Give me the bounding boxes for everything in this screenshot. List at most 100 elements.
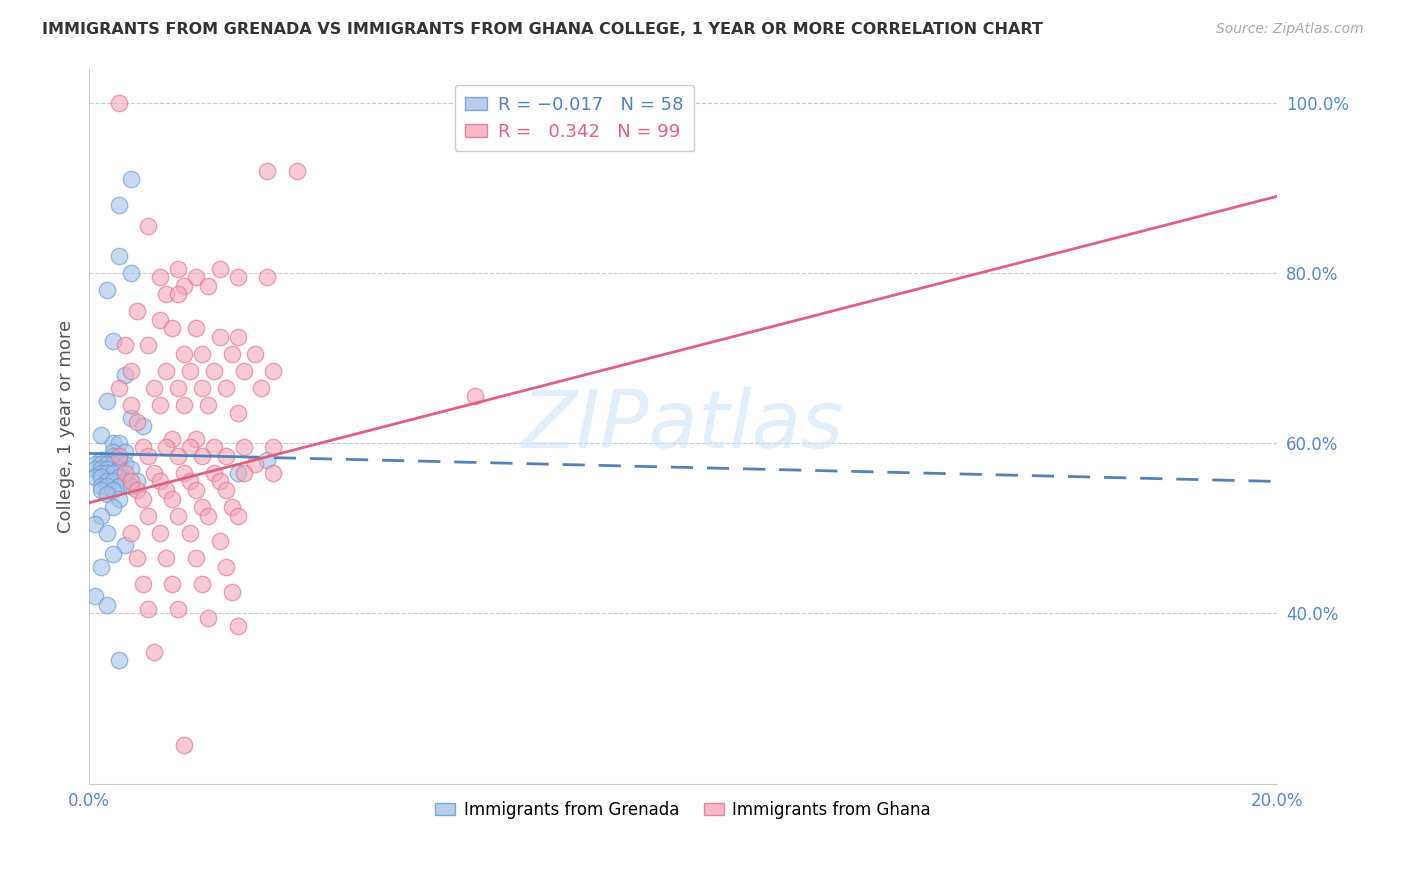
Point — [232, 441, 254, 455]
Point — [84, 461, 107, 475]
Point — [256, 453, 278, 467]
Point — [245, 458, 267, 472]
Point — [262, 364, 284, 378]
Point — [138, 602, 160, 616]
Point — [114, 538, 136, 552]
Point — [96, 393, 118, 408]
Point — [215, 483, 238, 497]
Point — [173, 347, 195, 361]
Point — [90, 427, 112, 442]
Point — [155, 364, 177, 378]
Point — [96, 598, 118, 612]
Point — [96, 487, 118, 501]
Point — [191, 381, 214, 395]
Point — [101, 334, 124, 348]
Point — [101, 449, 124, 463]
Point — [90, 470, 112, 484]
Point — [464, 389, 486, 403]
Point — [120, 266, 142, 280]
Point — [90, 483, 112, 497]
Point — [107, 381, 129, 395]
Point — [149, 398, 172, 412]
Point — [107, 95, 129, 110]
Point — [101, 444, 124, 458]
Point — [114, 368, 136, 382]
Point — [138, 338, 160, 352]
Point — [90, 479, 112, 493]
Point — [96, 479, 118, 493]
Point — [226, 406, 249, 420]
Point — [167, 261, 190, 276]
Point — [125, 415, 148, 429]
Point — [149, 270, 172, 285]
Y-axis label: College, 1 year or more: College, 1 year or more — [58, 319, 75, 533]
Point — [114, 444, 136, 458]
Point — [90, 508, 112, 523]
Point — [114, 458, 136, 472]
Point — [125, 304, 148, 318]
Point — [84, 590, 107, 604]
Point — [120, 475, 142, 489]
Point — [131, 491, 153, 506]
Point — [131, 441, 153, 455]
Point — [107, 198, 129, 212]
Point — [107, 479, 129, 493]
Point — [120, 461, 142, 475]
Point — [226, 466, 249, 480]
Point — [84, 516, 107, 531]
Point — [226, 508, 249, 523]
Point — [114, 466, 136, 480]
Point — [184, 432, 207, 446]
Point — [191, 449, 214, 463]
Point — [107, 461, 129, 475]
Point — [131, 419, 153, 434]
Point — [208, 329, 231, 343]
Point — [120, 364, 142, 378]
Point — [96, 525, 118, 540]
Point — [179, 364, 201, 378]
Text: IMMIGRANTS FROM GRENADA VS IMMIGRANTS FROM GHANA COLLEGE, 1 YEAR OR MORE CORRELA: IMMIGRANTS FROM GRENADA VS IMMIGRANTS FR… — [42, 22, 1043, 37]
Point — [179, 441, 201, 455]
Point — [143, 645, 166, 659]
Point — [138, 508, 160, 523]
Point — [96, 453, 118, 467]
Point — [101, 483, 124, 497]
Point — [162, 576, 184, 591]
Point — [173, 398, 195, 412]
Point — [179, 525, 201, 540]
Point — [96, 461, 118, 475]
Point — [96, 475, 118, 489]
Point — [191, 576, 214, 591]
Point — [173, 739, 195, 753]
Point — [101, 547, 124, 561]
Point — [208, 261, 231, 276]
Point — [162, 432, 184, 446]
Point — [197, 398, 219, 412]
Point — [221, 585, 243, 599]
Point — [191, 347, 214, 361]
Point — [120, 525, 142, 540]
Point — [262, 466, 284, 480]
Point — [96, 458, 118, 472]
Point — [167, 602, 190, 616]
Point — [173, 466, 195, 480]
Point — [90, 453, 112, 467]
Point — [84, 470, 107, 484]
Point — [202, 466, 225, 480]
Point — [184, 551, 207, 566]
Point — [226, 329, 249, 343]
Point — [149, 475, 172, 489]
Point — [90, 458, 112, 472]
Point — [215, 559, 238, 574]
Point — [197, 610, 219, 624]
Point — [131, 576, 153, 591]
Point — [125, 551, 148, 566]
Point — [256, 270, 278, 285]
Point — [184, 321, 207, 335]
Legend: Immigrants from Grenada, Immigrants from Ghana: Immigrants from Grenada, Immigrants from… — [429, 794, 938, 825]
Point — [149, 525, 172, 540]
Point — [202, 364, 225, 378]
Point — [184, 483, 207, 497]
Point — [162, 491, 184, 506]
Point — [226, 270, 249, 285]
